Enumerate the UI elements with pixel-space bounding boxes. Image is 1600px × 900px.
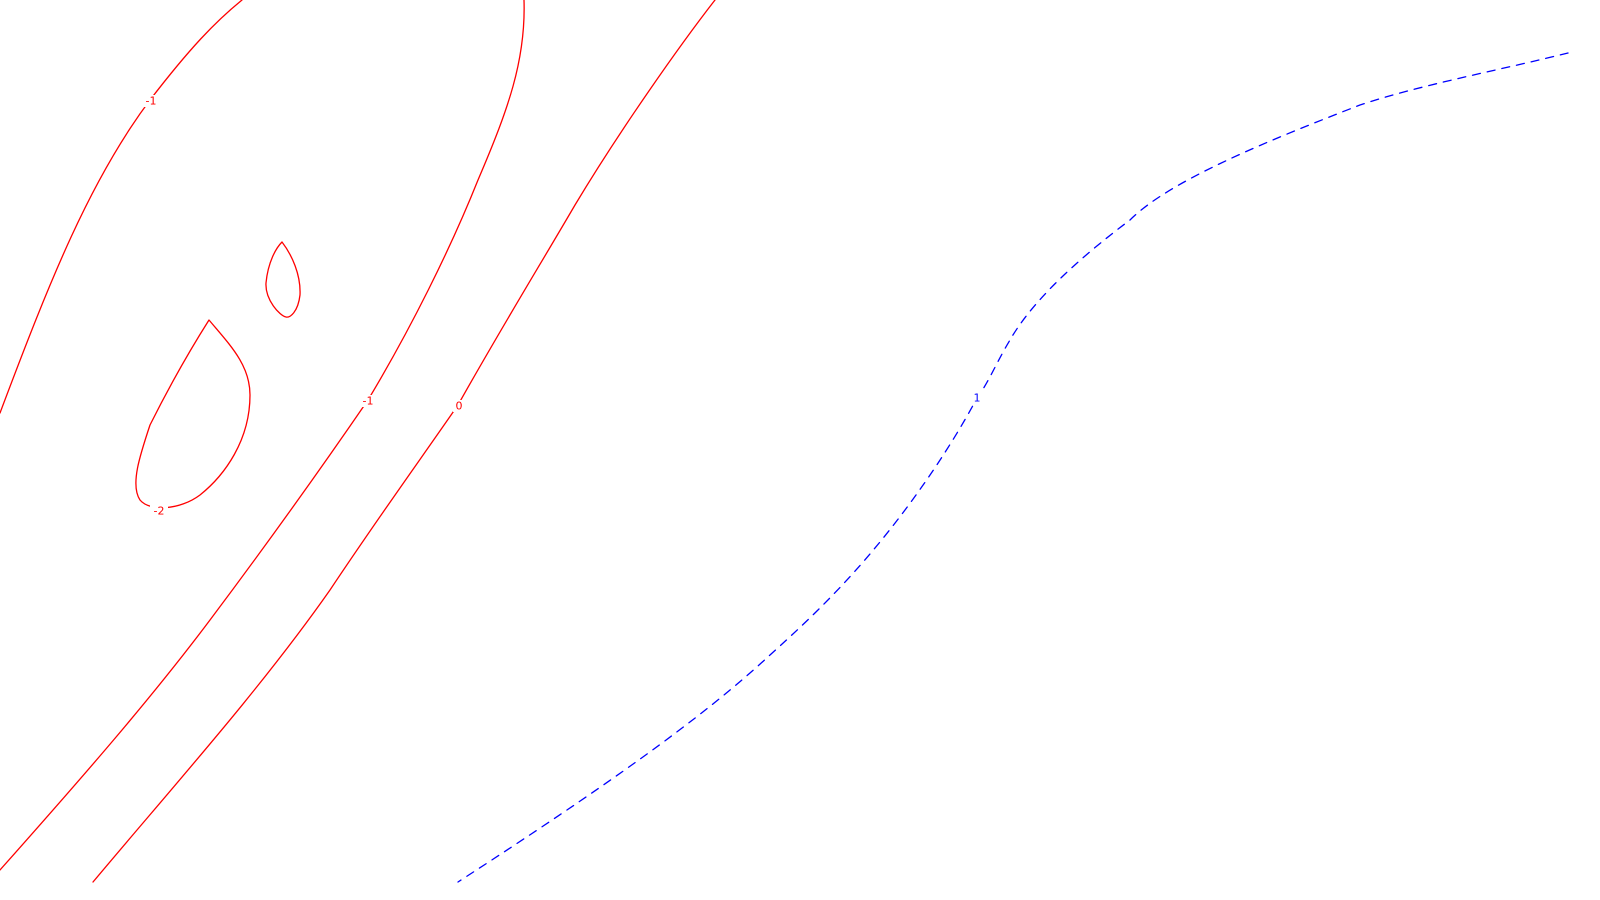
contour-label-background: [359, 395, 377, 407]
contour-label-background: [150, 505, 168, 517]
contour-label-background: [971, 392, 983, 404]
contour-label-background: [142, 95, 160, 107]
contour-label-level-minus-1: -1: [146, 95, 157, 108]
contour-line-level-minus-2-segment-2: [265, 241, 301, 318]
contour-label-level-0: 0: [456, 400, 463, 413]
contour-label-level-minus-2: -2: [154, 505, 165, 518]
contour-line-level-minus-1-segment-2: [0, 0, 525, 871]
contour-line-level-minus-1-segment-1: [0, 0, 243, 414]
contour-labels-group: -1 -1 -2 0 1: [142, 95, 983, 518]
contour-label-background: [453, 400, 465, 412]
contour-label-level-minus-1: -1: [363, 395, 374, 408]
contour-line-level-1-segment-1: [457, 52, 1569, 883]
contour-label-level-1: 1: [974, 392, 981, 405]
